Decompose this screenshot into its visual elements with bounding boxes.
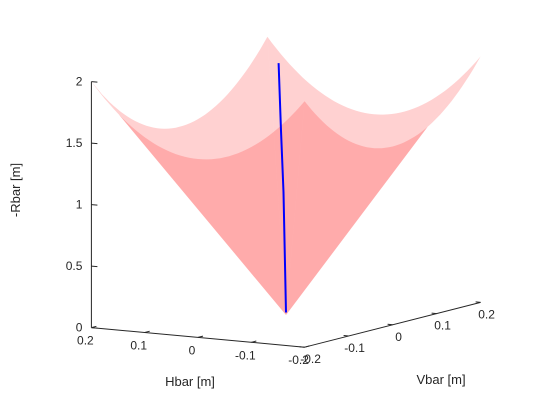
x-tick-label: 0 <box>189 343 196 357</box>
x-tick-label: 0.1 <box>130 339 147 353</box>
x-axis-label: Hbar [m] <box>165 374 215 389</box>
x-tick-label: 0.2 <box>77 334 94 348</box>
z-tick <box>91 81 98 83</box>
cone-face-front-right <box>91 36 287 316</box>
y-tick-label: 0 <box>395 330 402 344</box>
y-tick <box>343 335 349 337</box>
z-tick <box>91 142 98 145</box>
cone-face-front-left <box>91 81 305 315</box>
y-axis-label: Vbar [m] <box>416 372 465 387</box>
z-tick-label: 0.5 <box>66 259 83 273</box>
z-tick <box>91 265 98 268</box>
x-tick <box>197 335 204 338</box>
z-tick-label: 1.5 <box>66 136 83 150</box>
y-tick <box>475 301 481 303</box>
x-tick-label: -0.1 <box>235 348 256 362</box>
cone-face-back-left <box>286 56 481 316</box>
y-tick-label: 0.1 <box>434 319 451 333</box>
y-tick <box>431 312 437 315</box>
z-tick-label: 0 <box>76 321 83 335</box>
x-axis-line <box>91 327 305 348</box>
cone-face-back-right <box>267 36 481 316</box>
z-tick <box>91 327 98 329</box>
z-tick <box>91 204 98 206</box>
trajectory-polyline <box>277 63 287 313</box>
x-tick <box>251 340 257 343</box>
x-tick <box>304 345 310 348</box>
z-axis-label: -Rbar [m] <box>8 163 23 217</box>
y-tick <box>387 323 393 326</box>
x-tick-label: -0.2 <box>288 353 309 367</box>
y-tick <box>299 346 305 348</box>
y-tick-label: -0.2 <box>300 352 321 366</box>
cone-surface <box>91 36 481 316</box>
y-tick-label: 0.2 <box>478 307 495 321</box>
y-tick-label: -0.1 <box>344 341 365 355</box>
z-tick-label: 1 <box>76 198 83 212</box>
z-tick-label: 2 <box>76 75 83 89</box>
trajectory-line <box>277 63 287 313</box>
axes: -0.2-0.100.10.2-0.2-0.100.10.200.511.52 <box>66 75 496 368</box>
x-tick <box>144 330 150 333</box>
